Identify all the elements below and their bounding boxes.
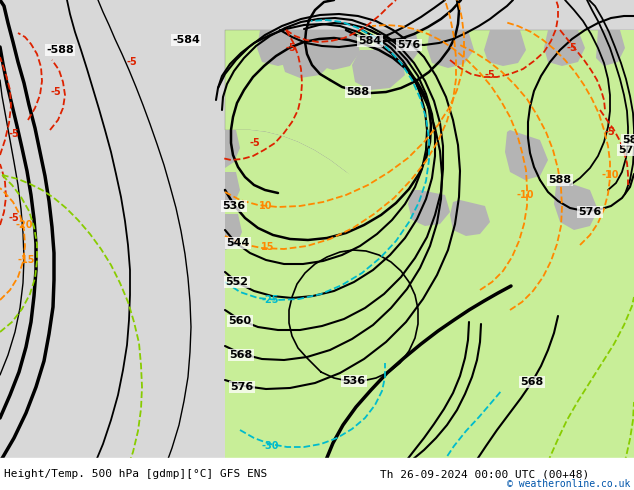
Text: -5: -5 — [484, 70, 495, 80]
Polygon shape — [544, 30, 585, 66]
Polygon shape — [373, 30, 420, 68]
Text: -10: -10 — [601, 170, 619, 180]
Text: -5: -5 — [9, 213, 20, 223]
Text: 568: 568 — [230, 350, 252, 360]
Polygon shape — [225, 30, 634, 490]
Text: 560: 560 — [418, 467, 441, 477]
Text: -584: -584 — [172, 35, 200, 45]
Polygon shape — [450, 200, 490, 236]
Polygon shape — [225, 30, 634, 228]
Text: 536: 536 — [342, 376, 366, 386]
Text: -5: -5 — [605, 127, 616, 137]
Text: -5: -5 — [250, 138, 261, 148]
Polygon shape — [225, 130, 240, 168]
Polygon shape — [312, 30, 360, 70]
Text: 576: 576 — [578, 207, 602, 217]
Text: 576: 576 — [398, 40, 420, 50]
Text: 10: 10 — [259, 201, 273, 211]
Polygon shape — [225, 172, 240, 210]
Text: 544: 544 — [226, 238, 250, 248]
Text: -5: -5 — [286, 43, 296, 53]
Text: -30: -30 — [261, 441, 279, 451]
Text: -10: -10 — [516, 190, 534, 200]
Text: -5: -5 — [51, 87, 61, 97]
Text: 15: 15 — [261, 242, 275, 252]
Polygon shape — [225, 214, 242, 250]
Text: © weatheronline.co.uk: © weatheronline.co.uk — [507, 479, 630, 489]
Polygon shape — [484, 30, 526, 66]
Polygon shape — [0, 458, 634, 490]
Text: 588: 588 — [346, 87, 370, 97]
Text: 584: 584 — [623, 135, 634, 145]
Text: -25: -25 — [261, 295, 279, 305]
Polygon shape — [408, 190, 450, 226]
Polygon shape — [596, 30, 625, 66]
Text: -15: -15 — [17, 255, 35, 265]
Text: -20: -20 — [15, 220, 33, 230]
Text: 536: 536 — [223, 201, 245, 211]
Polygon shape — [352, 50, 405, 90]
Text: 568: 568 — [521, 377, 543, 387]
Text: -5: -5 — [567, 43, 578, 53]
Text: 584: 584 — [358, 36, 382, 46]
Text: 578: 578 — [618, 145, 634, 155]
Text: Height/Temp. 500 hPa [gdmp][°C] GFS ENS: Height/Temp. 500 hPa [gdmp][°C] GFS ENS — [4, 469, 268, 479]
Text: -5: -5 — [127, 57, 138, 67]
Polygon shape — [554, 180, 598, 230]
Text: 588: 588 — [548, 175, 572, 185]
Polygon shape — [280, 30, 335, 78]
Text: -588: -588 — [46, 45, 74, 55]
Text: 560: 560 — [228, 316, 252, 326]
Polygon shape — [257, 30, 305, 66]
Text: -5: -5 — [9, 129, 20, 139]
Polygon shape — [427, 30, 474, 68]
Text: Th 26-09-2024 00:00 UTC (00+48): Th 26-09-2024 00:00 UTC (00+48) — [380, 469, 589, 479]
Polygon shape — [505, 130, 548, 180]
Text: 552: 552 — [226, 277, 249, 287]
Text: 576: 576 — [230, 382, 254, 392]
